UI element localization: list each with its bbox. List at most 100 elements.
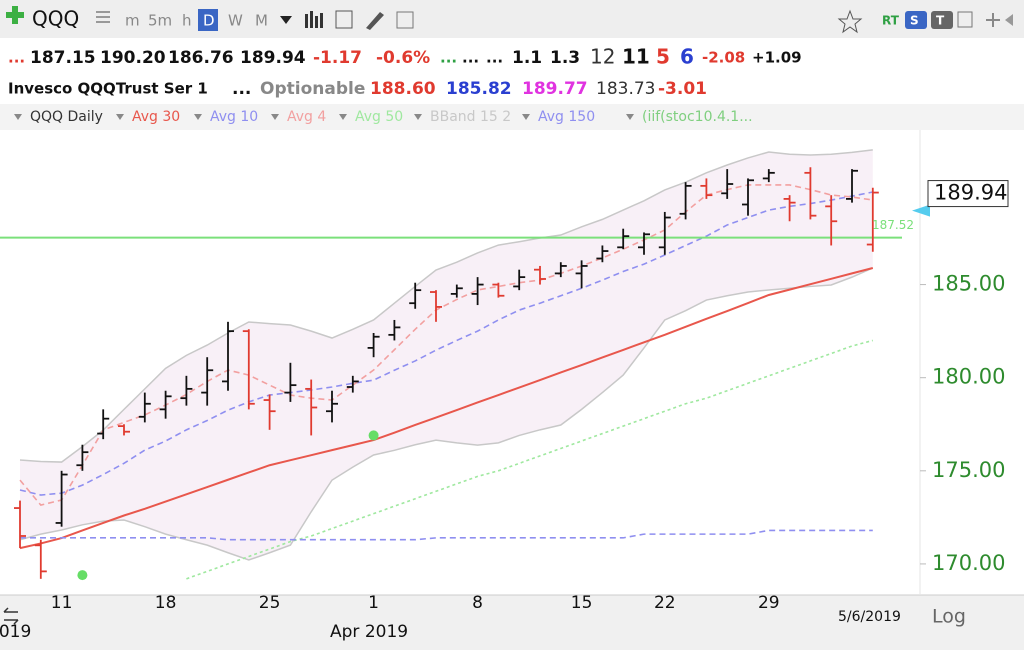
legend-bg <box>0 104 1024 130</box>
quote-field: 186.76 <box>168 48 234 68</box>
ma-line <box>19 184 873 506</box>
y-tick-label: 175.00 <box>932 458 1005 482</box>
legend-entry[interactable]: Avg 4 <box>287 109 326 125</box>
ma-line <box>19 267 874 550</box>
interval[interactable]: h <box>182 12 192 30</box>
x-axis-bg <box>0 595 1024 650</box>
level-label: 187.52 <box>872 218 914 232</box>
quote-field: 11 <box>622 45 650 69</box>
signal-dot <box>77 570 88 581</box>
legend-dropdown <box>116 114 124 120</box>
interval[interactable]: D <box>203 12 215 30</box>
info-field: ... <box>232 79 251 99</box>
badge-bg <box>905 11 927 29</box>
dropdown-icon[interactable] <box>280 16 292 24</box>
legend-dropdown <box>14 114 22 120</box>
period-label: 2019 <box>0 622 31 642</box>
interval[interactable]: M <box>255 12 268 30</box>
scale-toggle[interactable]: Log <box>932 606 966 628</box>
legend-entry[interactable]: Avg 50 <box>355 109 403 125</box>
quote-field: ... <box>486 49 503 67</box>
badge-bg <box>931 11 953 29</box>
move-icon[interactable] <box>986 13 1000 27</box>
info-field: 189.77 <box>522 79 588 99</box>
legend-entry[interactable]: BBand 15 2 <box>430 109 511 125</box>
x-tick-label: 8 <box>472 593 483 613</box>
legend-entry[interactable]: Avg 30 <box>132 109 180 125</box>
period-label: Apr 2019 <box>330 622 408 642</box>
info-field: 185.82 <box>446 79 512 99</box>
list-icon[interactable] <box>96 11 110 23</box>
quote-field: +1.09 <box>752 49 802 67</box>
last-price-pointer <box>912 204 930 217</box>
y-tick-label: 180.00 <box>932 365 1005 389</box>
legend-dropdown <box>339 114 347 120</box>
ma-line <box>20 529 873 541</box>
quote-field: -1.17 <box>313 48 362 68</box>
interval-selected <box>198 9 218 31</box>
quote-field: 5 <box>656 45 670 69</box>
ma-line <box>19 191 873 496</box>
last-price-box <box>927 180 1009 208</box>
pin-icon[interactable] <box>1005 14 1013 26</box>
quote-field: 1.1 <box>512 48 542 68</box>
last-price: 189.94 <box>934 181 1007 205</box>
legend-dropdown <box>414 114 422 120</box>
quote-field: 190.20 <box>100 48 166 68</box>
star-icon[interactable] <box>837 9 863 34</box>
x-tick-label: 22 <box>654 593 676 613</box>
legend-entry[interactable]: QQQ Daily <box>30 109 103 125</box>
quote-field: ... <box>8 49 25 67</box>
info-field: Optionable <box>260 79 365 99</box>
quote-bg <box>0 38 1024 104</box>
interval[interactable]: 5m <box>148 12 172 30</box>
plot-area <box>0 149 902 581</box>
quote-field: ... <box>462 49 479 67</box>
scroll-icon[interactable] <box>3 607 19 625</box>
add-icon[interactable] <box>6 6 24 24</box>
table-icon[interactable] <box>335 10 353 29</box>
quote-field: 6 <box>680 45 694 69</box>
legend-entry[interactable]: Avg 10 <box>210 109 258 125</box>
x-tick-label: 11 <box>51 593 73 613</box>
quote-field: 12 <box>590 45 615 69</box>
x-tick-label: 18 <box>155 593 177 613</box>
band-line <box>19 267 874 561</box>
badge[interactable]: T <box>936 14 945 28</box>
band-fill <box>20 149 873 561</box>
bars-icon[interactable] <box>305 11 323 28</box>
quote-field: 189.94 <box>240 48 306 68</box>
legend-dropdown <box>522 114 530 120</box>
interval[interactable]: m <box>125 12 140 30</box>
legend-dropdown <box>626 114 634 120</box>
info-field: 183.73 <box>596 79 655 99</box>
x-tick-label: 25 <box>259 593 281 613</box>
badge[interactable]: RT <box>882 14 900 28</box>
note-icon[interactable] <box>396 11 414 29</box>
y-tick-label: 185.00 <box>932 272 1005 296</box>
info-field: -3.01 <box>658 79 707 99</box>
signal-dot <box>368 430 379 441</box>
legend-dropdown <box>271 114 279 120</box>
quote-field: -2.08 <box>702 49 745 67</box>
symbol[interactable]: QQQ <box>32 7 79 31</box>
pen-icon[interactable] <box>366 12 384 30</box>
y-tick-label: 170.00 <box>932 551 1005 575</box>
band-line <box>19 149 873 463</box>
quote-field: -0.6% <box>376 48 430 68</box>
quote-field: 187.15 <box>30 48 96 68</box>
quote-field: ... <box>440 49 457 67</box>
window-icon[interactable] <box>957 11 973 28</box>
x-tick-label: 15 <box>571 593 593 613</box>
x-tick-label: 29 <box>758 593 780 613</box>
interval[interactable]: W <box>228 12 243 30</box>
badge[interactable]: S <box>910 14 919 28</box>
quote-field: 1.3 <box>550 48 580 68</box>
legend-entry[interactable]: Avg 150 <box>538 109 595 125</box>
legend-dropdown <box>194 114 202 120</box>
legend-entry[interactable]: (iif(stoc10.4.1... <box>642 109 753 125</box>
info-field: Invesco QQQTrust Ser 1 <box>8 80 208 98</box>
end-date: 5/6/2019 <box>838 609 901 625</box>
info-field: 188.60 <box>370 79 436 99</box>
